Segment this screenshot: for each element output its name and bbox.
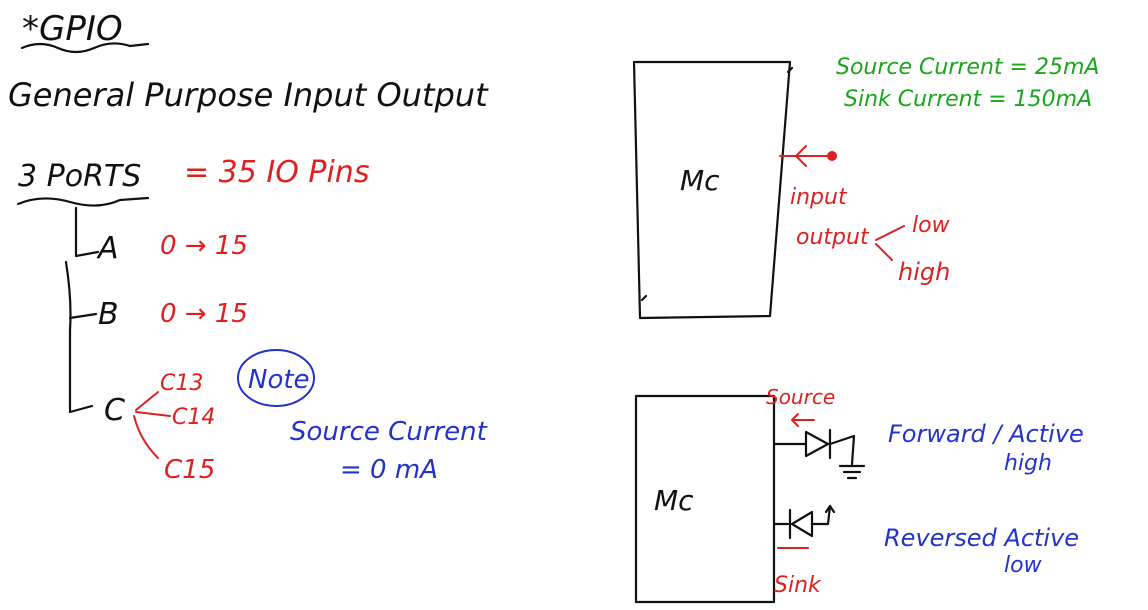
reversed-active-low: Reversed Active [884, 524, 1079, 552]
tree-line-a [74, 206, 100, 258]
sink-current: Sink Current = 150mA [844, 87, 1092, 112]
mcu-top-pin-dot [827, 151, 837, 161]
note-source-current: Source Current [290, 417, 488, 447]
pin-c14: C14 [172, 405, 215, 430]
port-a-range: 0 → 15 [160, 231, 248, 261]
pin-c15: C15 [164, 455, 215, 485]
mcu-top-output-branches [875, 225, 905, 261]
mcu-top-label: Mc [680, 164, 720, 197]
mcu-bottom-label: Mc [654, 484, 694, 517]
source-current: Source Current = 25mA [836, 55, 1099, 80]
mcu-top-high: high [898, 258, 950, 286]
subtitle: General Purpose Input Output [8, 76, 489, 114]
port-c-branches [133, 391, 171, 459]
mcu-top-box [632, 60, 792, 320]
pin-count: = 35 IO Pins [184, 155, 369, 190]
note-zero-ma: = 0 mA [340, 455, 438, 485]
port-b-letter: B [98, 297, 119, 332]
ports-underline [16, 196, 150, 207]
led-source-label: Source [766, 385, 835, 409]
mcu-top-corner [640, 66, 794, 302]
port-c-letter: C [104, 393, 125, 428]
note-circle [237, 349, 315, 407]
ports-heading: 3 PoRTS [18, 159, 141, 194]
mcu-top-input: input [790, 185, 848, 210]
led-reversed-wire [772, 504, 836, 526]
led-reversed-diode [788, 508, 814, 540]
title-underline [20, 42, 150, 54]
led-sink-label: Sink [774, 573, 822, 598]
mcu-bottom-box [634, 394, 776, 604]
reversed-low: low [1004, 553, 1043, 578]
led-source-arrow [791, 413, 815, 427]
mcu-top-low: low [912, 213, 951, 238]
ground-symbol [838, 464, 866, 480]
page-title: *GPIO [22, 9, 123, 49]
tree-line-b [68, 312, 98, 320]
led-forward-diode [804, 428, 832, 460]
forward-high: high [1004, 451, 1052, 476]
tree-line-main [64, 260, 94, 414]
pin-c13: C13 [160, 371, 203, 396]
mcu-top-pin-arrow [795, 145, 807, 167]
mcu-top-output: output [796, 225, 870, 250]
note-badge: Note [248, 365, 310, 395]
port-a-letter: A [96, 231, 119, 266]
port-b-range: 0 → 15 [160, 299, 248, 329]
led-forward-wire [772, 434, 856, 466]
forward-active-high: Forward / Active [888, 420, 1084, 448]
